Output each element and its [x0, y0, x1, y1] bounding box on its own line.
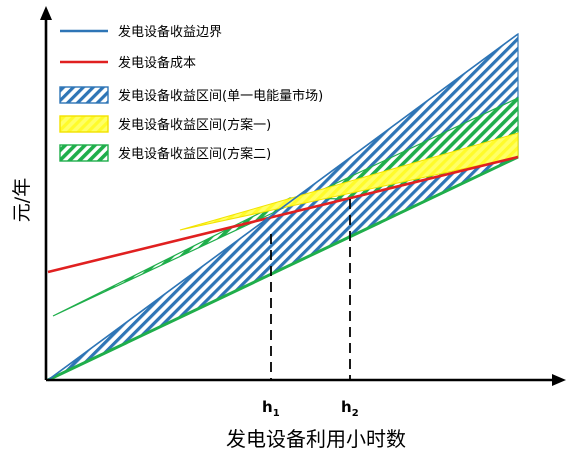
revenue-boundary-line	[47, 155, 519, 382]
revenue-boundary-line-upper	[47, 33, 519, 381]
legend-label-cost: 发电设备成本	[118, 55, 196, 71]
legend-label-scheme-one: 发电设备收益区间(方案一)	[118, 117, 271, 133]
y-axis-title: 元/年	[11, 178, 33, 222]
legend-label-single-market: 发电设备收益区间(单一电能量市场)	[118, 88, 323, 104]
legend-label-scheme-two: 发电设备收益区间(方案二)	[118, 146, 271, 162]
revenue-range-scheme-one	[179, 132, 519, 231]
legend-swatch-scheme-one	[59, 115, 109, 133]
x-axis-title: 发电设备利用小时数	[226, 427, 406, 451]
x-axis-arrow-icon	[552, 374, 566, 386]
legend-swatch-scheme-two	[59, 144, 109, 162]
tick-h1: h1	[262, 398, 280, 419]
legend-swatch-single-market	[59, 86, 109, 104]
y-axis-arrow-icon	[40, 6, 52, 20]
legend: 发电设备收益边界 发电设备成本 发电设备收益区间(单一电能量市场) 发电设备收益…	[59, 24, 323, 162]
tick-h2: h2	[341, 398, 359, 419]
cost-line	[47, 155, 519, 274]
legend-label-revenue-boundary: 发电设备收益边界	[118, 24, 222, 40]
